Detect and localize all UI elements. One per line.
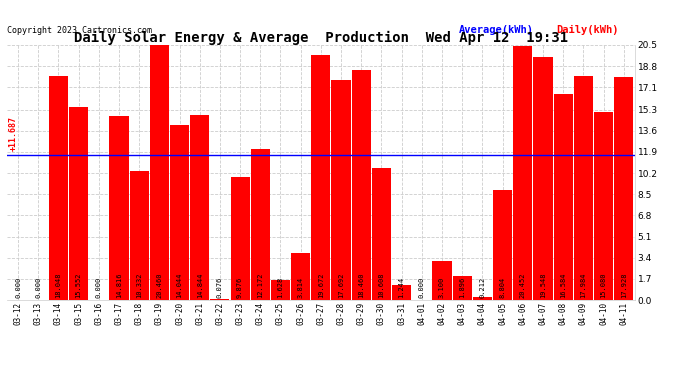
Bar <box>230 177 250 300</box>
Title: Daily Solar Energy & Average  Production  Wed Apr 12  19:31: Daily Solar Energy & Average Production … <box>74 31 568 45</box>
Text: 0.000: 0.000 <box>96 277 101 298</box>
Text: 0.212: 0.212 <box>480 277 485 298</box>
Text: 18.460: 18.460 <box>358 273 364 298</box>
Text: 3.814: 3.814 <box>297 277 304 298</box>
Text: 14.844: 14.844 <box>197 273 203 298</box>
Text: 14.816: 14.816 <box>116 273 122 298</box>
Bar <box>210 299 230 300</box>
Bar <box>493 190 512 300</box>
Text: 15.080: 15.080 <box>600 273 607 298</box>
Text: +11.687: +11.687 <box>9 116 18 151</box>
Bar <box>533 57 553 300</box>
Bar <box>352 70 371 300</box>
Bar <box>433 261 451 300</box>
Text: 3.100: 3.100 <box>439 277 445 298</box>
Bar <box>513 46 533 300</box>
Text: 8.804: 8.804 <box>500 277 506 298</box>
Text: Daily(kWh): Daily(kWh) <box>556 25 619 35</box>
Text: 17.984: 17.984 <box>580 273 586 298</box>
Bar <box>271 280 290 300</box>
Text: 1.628: 1.628 <box>277 277 284 298</box>
Text: +11.687: +11.687 <box>624 116 633 151</box>
Bar <box>291 252 310 300</box>
Text: 19.672: 19.672 <box>318 273 324 298</box>
Text: Average(kWh): Average(kWh) <box>459 25 534 35</box>
Text: 0.000: 0.000 <box>35 277 41 298</box>
Text: Copyright 2023 Cartronics.com: Copyright 2023 Cartronics.com <box>7 26 152 35</box>
Text: 0.000: 0.000 <box>419 277 425 298</box>
Text: 18.048: 18.048 <box>55 273 61 298</box>
Text: 16.584: 16.584 <box>560 273 566 298</box>
Bar <box>170 125 189 300</box>
Bar <box>311 55 331 300</box>
Text: 1.896: 1.896 <box>459 277 465 298</box>
Text: 19.548: 19.548 <box>540 273 546 298</box>
Bar <box>372 168 391 300</box>
Text: 1.244: 1.244 <box>399 277 404 298</box>
Text: 17.692: 17.692 <box>338 273 344 298</box>
Text: 0.000: 0.000 <box>15 277 21 298</box>
Text: 10.608: 10.608 <box>378 273 384 298</box>
Bar <box>109 116 128 300</box>
Text: 14.044: 14.044 <box>177 273 183 298</box>
Bar <box>473 297 492 300</box>
Bar <box>553 94 573 300</box>
Bar <box>190 116 209 300</box>
Bar <box>49 75 68 300</box>
Bar <box>150 45 169 300</box>
Bar <box>331 80 351 300</box>
Bar <box>130 171 149 300</box>
Bar <box>69 106 88 300</box>
Text: 10.332: 10.332 <box>136 273 142 298</box>
Bar <box>250 148 270 300</box>
Text: 20.452: 20.452 <box>520 273 526 298</box>
Text: 20.460: 20.460 <box>157 273 162 298</box>
Bar <box>392 285 411 300</box>
Bar <box>573 76 593 300</box>
Text: 9.876: 9.876 <box>237 277 243 298</box>
Text: 17.928: 17.928 <box>621 273 627 298</box>
Text: 12.172: 12.172 <box>257 273 264 298</box>
Text: 15.552: 15.552 <box>76 273 81 298</box>
Bar <box>453 276 472 300</box>
Text: 0.076: 0.076 <box>217 277 223 298</box>
Bar <box>594 112 613 300</box>
Bar <box>614 77 633 300</box>
